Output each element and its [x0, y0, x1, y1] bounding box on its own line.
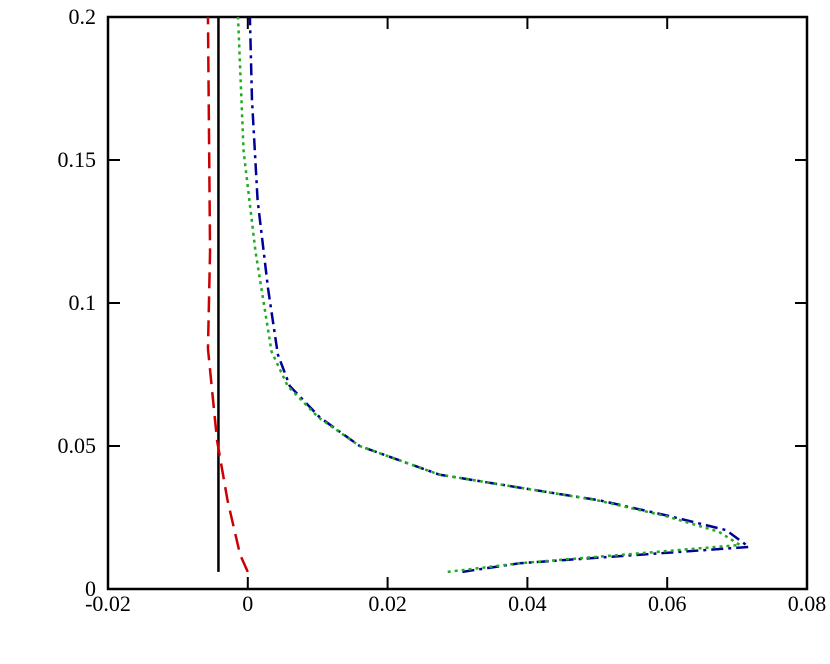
- x-tick-label: 0.08: [788, 591, 827, 616]
- x-tick-label: 0: [242, 591, 253, 616]
- y-tick-label: 0.15: [58, 147, 97, 172]
- x-tick-label: 0.04: [508, 591, 547, 616]
- series-line: [248, 16, 753, 574]
- series-line: [206, 16, 249, 573]
- y-tick-label: 0: [85, 576, 96, 601]
- y-tick-label: 0.05: [58, 433, 97, 458]
- x-tick-label: 0.06: [648, 591, 687, 616]
- series-line: [236, 16, 744, 574]
- y-tick-label: 0.1: [69, 290, 97, 315]
- x-tick-label: 0.02: [368, 591, 407, 616]
- plot-frame: [106, 15, 809, 591]
- x-tick-label: -0.02: [85, 591, 131, 616]
- y-tick-label: 0.2: [69, 4, 97, 29]
